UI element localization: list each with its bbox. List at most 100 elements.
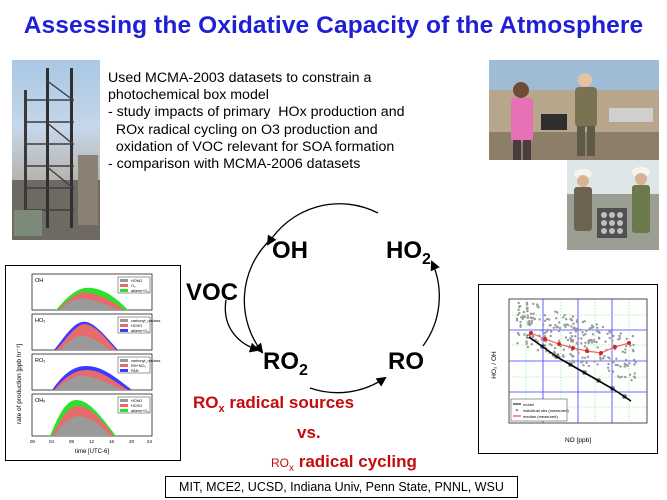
scatter-point <box>558 327 562 330</box>
scatter-point <box>534 338 537 341</box>
scatter-point <box>611 359 614 363</box>
scatter-point <box>563 323 566 327</box>
chart-xlabel: NO [ppb] <box>565 437 591 444</box>
scatter-point <box>619 365 622 368</box>
arrow-ro2-to-ro <box>309 376 387 394</box>
scatter-point <box>553 351 557 355</box>
scatter-point <box>590 324 594 327</box>
page-title: Assessing the Oxidative Capacity of the … <box>23 12 644 39</box>
svg-text:HONO: HONO <box>131 399 142 403</box>
scatter-point <box>517 333 521 336</box>
scatter-point <box>517 308 520 311</box>
scatter-point <box>584 341 587 344</box>
scatter-point <box>516 342 519 345</box>
panel-2: HO₂ carbonyl_unclass HCHO alkene+O₃ <box>31 313 160 351</box>
scatter-point <box>595 323 598 326</box>
scatter-point <box>545 330 548 333</box>
scatter-point <box>556 311 559 314</box>
scatter-point <box>625 344 628 348</box>
institutions-credit: MIT, MCE2, UCSD, Indiana Univ, Penn Stat… <box>165 476 518 498</box>
scatter-point <box>596 363 599 366</box>
scatter-point <box>609 331 612 334</box>
scatter-point <box>581 320 585 324</box>
scatter-point <box>596 330 599 333</box>
scatter-point <box>562 316 565 319</box>
scatter-point <box>584 356 587 359</box>
scatter-point <box>550 344 553 347</box>
scatter-point <box>582 333 585 337</box>
scatter-point <box>532 302 535 306</box>
scatter-point <box>632 358 636 362</box>
scatter-point <box>615 357 618 360</box>
scatter-point <box>621 350 624 353</box>
scatter-point <box>619 332 622 335</box>
chart-ylabel: HO₂ / OH <box>491 351 498 379</box>
svg-text:16: 16 <box>109 439 115 444</box>
scatter-point <box>543 314 547 317</box>
bullet-line: - study impacts of primary HOx productio… <box>108 104 405 121</box>
scatter-point <box>583 320 586 323</box>
scatter-point <box>515 319 519 322</box>
scatter-point <box>522 315 525 318</box>
svg-text:RH+NO₃: RH+NO₃ <box>131 364 146 368</box>
scatter-point <box>517 301 520 305</box>
scatter-point <box>577 351 580 355</box>
scatter-point <box>522 310 526 314</box>
scatter-point <box>596 346 599 349</box>
scatter-point <box>548 318 551 321</box>
scatter-point <box>571 315 575 318</box>
scatter-point <box>590 338 593 342</box>
scatter-point <box>525 342 528 345</box>
measurement-tower-photo <box>12 60 100 240</box>
species-voc: VOC <box>186 279 239 306</box>
scatter-point <box>628 362 631 365</box>
species-ho2: HO2 <box>386 237 431 268</box>
model-line <box>528 336 632 402</box>
scatter-point <box>536 349 539 352</box>
svg-text:20: 20 <box>129 439 135 444</box>
radical-cycling-text: ROx radical cycling <box>271 452 417 474</box>
scatter-point <box>586 355 590 358</box>
scatter-point <box>528 323 532 327</box>
species-oh: OH <box>272 237 308 264</box>
arrow-oh-to-ho2 <box>266 203 379 246</box>
scatter-point <box>540 338 543 341</box>
scatter-point <box>633 376 637 379</box>
svg-text:OHₓ: OHₓ <box>35 398 45 404</box>
svg-text:carbonyl_unclass: carbonyl_unclass <box>131 359 160 363</box>
scatter-point <box>581 331 584 334</box>
scatter-point <box>631 334 635 338</box>
scatter-point <box>566 338 570 342</box>
scatter-point <box>580 361 583 364</box>
scatter-point <box>598 337 601 340</box>
chart-xlabel: time [UTC-6] <box>75 449 109 455</box>
scatter-point <box>527 321 530 324</box>
scatter-point <box>564 325 567 329</box>
scatter-point <box>525 306 529 310</box>
scatter-point <box>625 337 628 340</box>
scatter-point <box>531 334 535 338</box>
scatter-point <box>569 352 572 356</box>
scatter-point <box>530 322 533 325</box>
scatter-point <box>590 341 594 344</box>
scatter-point <box>521 317 524 321</box>
scatter-point <box>579 328 582 331</box>
scatter-point <box>632 343 635 347</box>
scatter-point <box>549 324 552 327</box>
scatter-point <box>525 340 528 343</box>
scatter-point <box>529 312 533 315</box>
scatter-point <box>561 354 565 357</box>
svg-text:alkene+O₃: alkene+O₃ <box>131 329 149 333</box>
scatter-point <box>612 334 615 338</box>
scatter-point <box>520 316 523 319</box>
scatter-point <box>553 346 557 350</box>
scatter-point <box>554 323 557 327</box>
production-rate-chart: rate of production [ppb hr⁻¹] OH HONO O₃… <box>5 265 181 461</box>
bullet-list: Used MCMA-2003 datasets to constrain a p… <box>108 70 488 173</box>
scatter-point <box>623 362 626 366</box>
scatter-point <box>624 348 627 351</box>
scatter-point <box>572 355 575 358</box>
svg-text:08: 08 <box>69 439 75 444</box>
scatter-point <box>572 322 575 325</box>
ho2-oh-ratio-chart: model individual obs (measured) median (… <box>478 284 658 454</box>
